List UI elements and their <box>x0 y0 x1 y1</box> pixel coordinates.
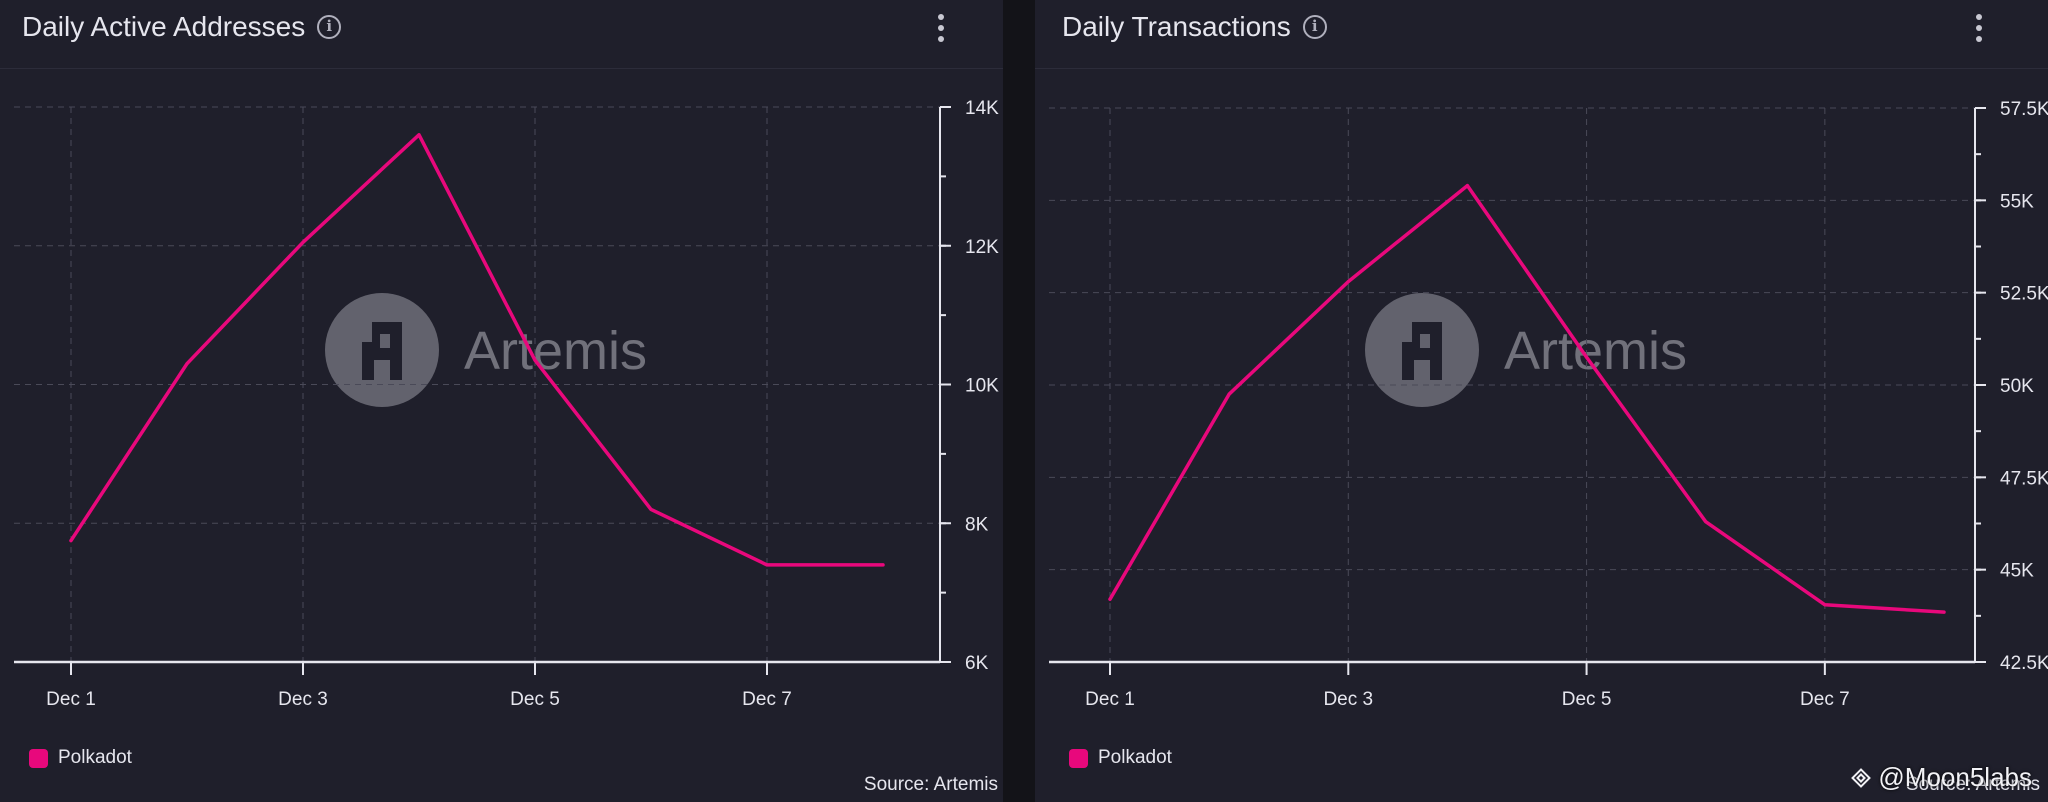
series-line-polkadot <box>69 133 885 567</box>
legend-label: Polkadot <box>1098 747 1172 768</box>
data-point <box>301 240 305 244</box>
x-tick-label: Dec 7 <box>742 689 792 710</box>
data-point <box>1585 355 1589 359</box>
x-tick-label: Dec 7 <box>1800 689 1850 710</box>
y-tick-label: 50K <box>2000 376 2034 397</box>
chart-panel-active-addresses: Daily Active Addresses i Artemis Dec 1 Dec … <box>0 0 1003 802</box>
y-tick-label: 47.5K <box>2000 468 2048 489</box>
data-point <box>417 133 421 137</box>
data-point <box>69 539 73 543</box>
y-tick-label: 10K <box>965 376 999 397</box>
artemis-logo-glyph <box>362 322 402 380</box>
x-tick-label: Dec 3 <box>1323 689 1373 710</box>
panel-title: Daily Active Addresses i <box>22 11 342 43</box>
y-tick-label: 45K <box>2000 561 2034 582</box>
legend-swatch <box>1069 748 1088 768</box>
source-note: Source: Artemis <box>1905 774 2040 795</box>
data-point <box>533 358 537 362</box>
legend[interactable]: Polkadot <box>1069 747 1172 769</box>
y-tick-label: 55K <box>2000 191 2034 212</box>
data-point <box>1465 184 1469 188</box>
data-point <box>185 362 189 366</box>
panel-title: Daily Transactions i <box>1062 11 1327 43</box>
y-tick-label: 52.5K <box>2000 284 2048 305</box>
y-tick-label: 57.5K <box>2000 99 2048 120</box>
data-point <box>1346 280 1350 284</box>
data-point <box>881 563 885 567</box>
x-tick-label: Dec 5 <box>510 689 560 710</box>
more-options-icon[interactable] <box>936 14 946 44</box>
data-point <box>649 507 653 511</box>
source-note: Source: Artemis <box>863 774 998 795</box>
data-point <box>1823 603 1827 607</box>
x-tick-label: Dec 3 <box>278 689 328 710</box>
info-icon[interactable]: i <box>1302 14 1327 39</box>
data-point <box>1942 610 1946 614</box>
data-point <box>1704 520 1708 524</box>
diamond-logo-icon <box>1851 767 1872 788</box>
chart-panel-transactions: Daily Transactions i Artemis Dec 1 Dec 3 Dec… <box>1035 0 2048 802</box>
artemis-watermark: Artemis <box>1365 293 1687 407</box>
data-point <box>1227 392 1231 396</box>
info-icon[interactable]: i <box>317 14 342 39</box>
line-chart-transactions: Artemis Dec 1 Dec 3 Dec 5 Dec 7 42.5K 45K 47.5K… <box>1049 99 2048 710</box>
series-line-polkadot <box>1108 183 1946 614</box>
artemis-logo-glyph <box>1402 322 1442 380</box>
x-tick-label: Dec 1 <box>1085 689 1135 710</box>
y-tick-label: 12K <box>965 237 999 258</box>
data-point <box>765 563 769 567</box>
legend[interactable]: Polkadot <box>29 747 132 769</box>
x-tick-label: Dec 1 <box>46 689 96 710</box>
panel-header: Daily Active Addresses i <box>0 0 1003 69</box>
legend-swatch <box>29 748 48 768</box>
more-options-icon[interactable] <box>1974 14 1984 44</box>
watermark-text: Artemis <box>464 321 647 381</box>
artemis-watermark: Artemis <box>325 293 647 407</box>
line-chart-active-addresses: Artemis Dec 1 Dec 3 Dec 5 Dec 7 6K 8K 10K 12K 14K <box>14 98 999 710</box>
credit-text: @Moon5labs <box>1878 762 2032 792</box>
y-tick-label: 14K <box>965 98 999 119</box>
credit-watermark: @Moon5labs <box>1850 762 2032 793</box>
x-tick-label: Dec 5 <box>1562 689 1612 710</box>
panel-header: Daily Transactions i <box>1035 0 2048 69</box>
data-point <box>1108 597 1112 601</box>
y-tick-label: 6K <box>965 653 989 674</box>
y-tick-label: 8K <box>965 514 989 535</box>
legend-label: Polkadot <box>58 747 132 768</box>
y-tick-label: 42.5K <box>2000 653 2048 674</box>
